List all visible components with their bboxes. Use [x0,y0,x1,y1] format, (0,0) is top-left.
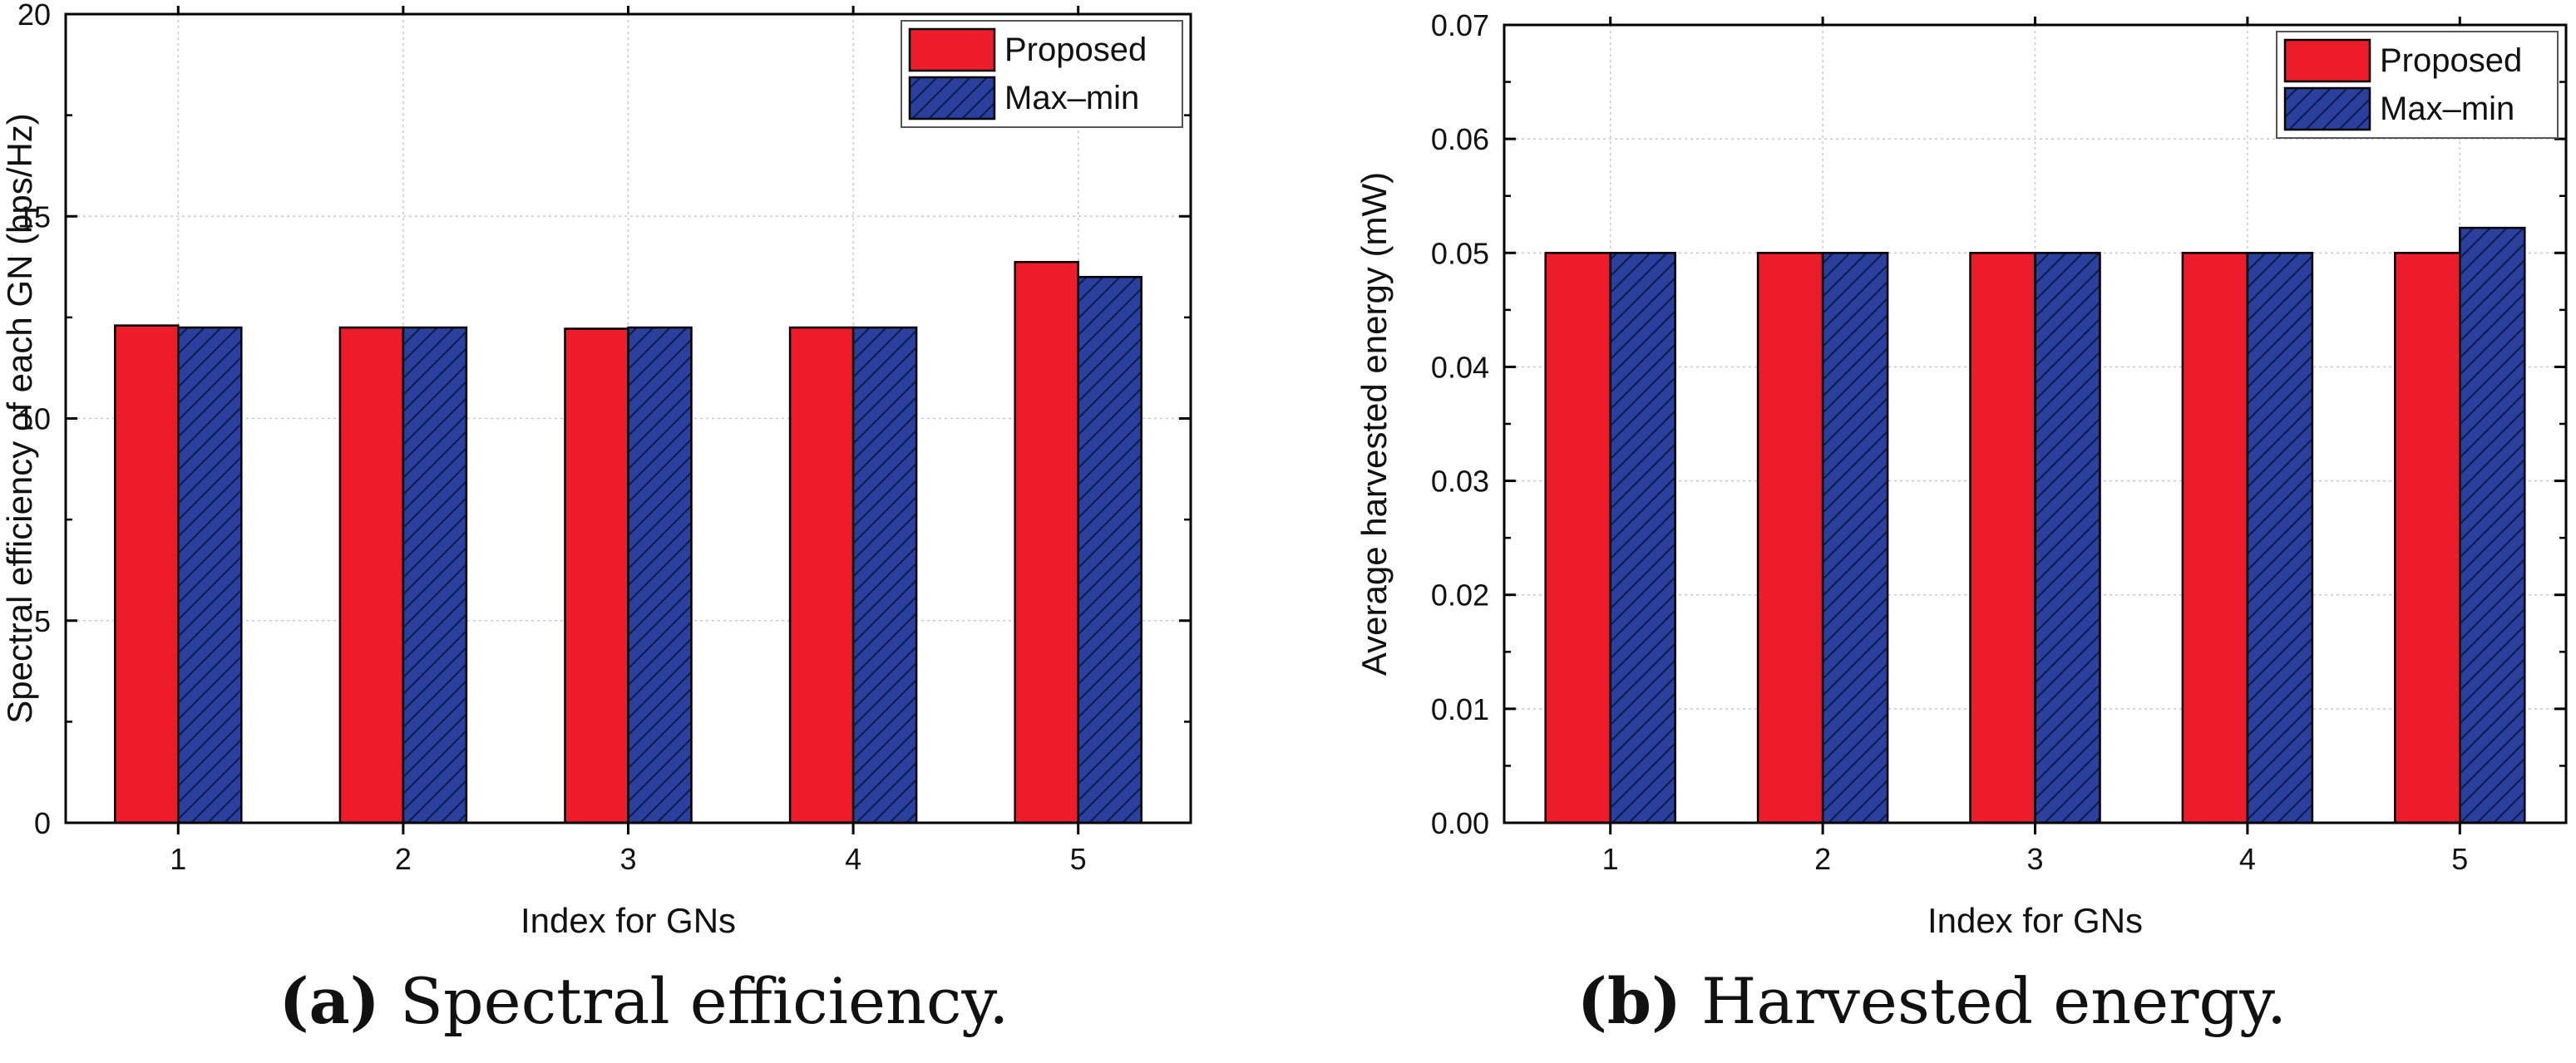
caption-b-label: (b) [1577,964,1681,1038]
proposed-bar-1 [114,324,180,824]
y-tick-label: 0.02 [1431,578,1489,613]
x-tick-label: 1 [1602,842,1619,876]
proposed-bar-2 [338,326,405,824]
x-axis-label: Index for GNs [1927,901,2143,940]
proposed-bar-3 [1969,252,2036,824]
legend: Proposed Max–min [2276,31,2559,139]
y-tick-label: 0.07 [1431,8,1489,42]
harvested-energy-chart: 0.00 0.01 0.02 0.03 0.04 0.05 0.06 0.07 1 2 3 4 5 Ind… [1355,8,2568,940]
y-axis-label: Average harvested energy (mW) [1355,172,1394,676]
chart-panel-b: 0.00 0.01 0.02 0.03 0.04 0.05 0.06 0.07 1 2 3 4 5 Ind… [1288,0,2576,1063]
proposed-legend-label: Proposed [2380,42,2522,79]
caption-a-text: Spectral efficiency. [379,964,1009,1038]
maxmin-legend-label: Max–min [1004,80,1139,116]
legend: Proposed Max–min [901,20,1183,128]
maxmin-bar-3 [627,326,693,824]
y-axis-label: Spectral efficiency of each GN (bps/Hz) [0,113,39,724]
x-tick-label: 5 [2451,842,2468,876]
x-tick-label: 4 [845,842,861,876]
maxmin-legend-swatch [908,76,996,121]
x-tick-label: 3 [619,842,636,876]
caption-a-label: (a) [279,964,380,1038]
y-tick-label: 0.05 [1431,236,1489,270]
y-tick-label: 0.01 [1431,692,1489,726]
y-tick-label: 0.06 [1431,122,1489,156]
x-tick-label: 3 [2026,842,2043,876]
proposed-bar-4 [788,326,855,824]
y-tick-label: 10 [17,402,51,436]
proposed-legend-label: Proposed [1004,32,1147,68]
x-tick-label: 2 [1814,842,1831,876]
y-tick-label: 20 [17,0,51,32]
caption-b-text: Harvested energy. [1680,964,2287,1038]
x-tick-label: 2 [395,842,412,876]
proposed-bar-2 [1756,252,1824,824]
maxmin-bar-1 [177,326,243,824]
y-tick-label: 0.04 [1431,350,1489,384]
y-tick-label: 15 [17,199,51,234]
y-tick-label: 0.00 [1431,806,1489,840]
maxmin-legend-swatch [2283,86,2371,131]
caption-a: (a) Spectral efficiency. [0,964,1288,1038]
proposed-legend-swatch [908,27,996,72]
x-tick-label: 1 [170,842,186,876]
maxmin-bar-5 [2459,226,2526,824]
x-tick-label: 4 [2239,842,2256,876]
chart-panel-a: 0 5 10 15 20 1 2 3 4 5 Index for GNs Spectral effic… [0,0,1288,1038]
proposed-bar-5 [2394,252,2461,824]
y-tick-label: 0.03 [1431,465,1489,499]
maxmin-bar-5 [1077,275,1142,824]
maxmin-bar-4 [2246,252,2314,824]
maxmin-legend-label: Max–min [2380,91,2514,127]
spectral-efficiency-chart: 0 5 10 15 20 1 2 3 4 5 Index for GNs Spectral effic… [0,0,1192,940]
maxmin-bar-2 [402,326,468,824]
proposed-legend-swatch [2283,38,2371,83]
maxmin-bar-2 [1821,252,1889,824]
proposed-bar-5 [1014,260,1079,824]
proposed-bar-4 [2181,252,2249,824]
proposed-bar-1 [1544,252,1611,824]
maxmin-bar-1 [1609,252,1676,824]
maxmin-bar-3 [2034,252,2101,824]
y-tick-label: 0 [34,806,51,840]
caption-b: (b) Harvested energy. [1288,964,2576,1038]
x-tick-label: 5 [1070,842,1087,876]
proposed-bar-3 [564,327,629,824]
maxmin-bar-4 [851,326,918,824]
y-tick-label: 5 [34,604,51,638]
x-axis-label: Index for GNs [521,901,736,940]
